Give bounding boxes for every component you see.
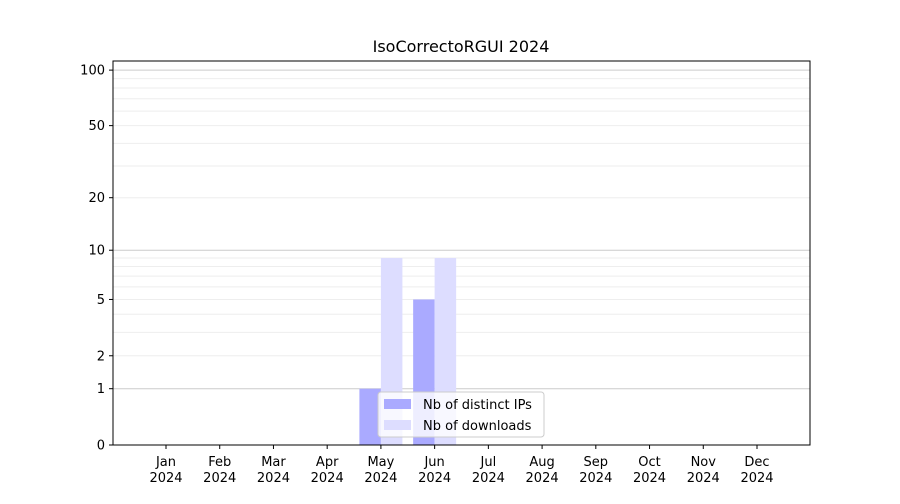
x-tick-label: Nov bbox=[691, 455, 717, 470]
x-tick-label-year: 2024 bbox=[687, 471, 720, 486]
legend-label: Nb of distinct IPs bbox=[423, 398, 532, 413]
legend-box bbox=[377, 391, 545, 438]
x-tick-label-year: 2024 bbox=[418, 471, 451, 486]
x-tick-label: Aug bbox=[529, 455, 554, 470]
y-tick-label: 100 bbox=[80, 64, 105, 79]
legend-swatch bbox=[384, 420, 411, 430]
y-tick-label: 1 bbox=[97, 382, 105, 397]
x-tick-label: Sep bbox=[584, 455, 609, 470]
x-tick-label-year: 2024 bbox=[203, 471, 236, 486]
chart-title: IsoCorrectoRGUI 2024 bbox=[373, 37, 550, 56]
x-tick-label-year: 2024 bbox=[472, 471, 505, 486]
x-tick-label: Jul bbox=[480, 455, 497, 470]
x-tick-label-year: 2024 bbox=[257, 471, 290, 486]
x-tick-label-year: 2024 bbox=[364, 471, 397, 486]
legend-swatch bbox=[384, 399, 411, 409]
x-tick-label: Mar bbox=[261, 455, 286, 470]
x-tick-label-year: 2024 bbox=[579, 471, 612, 486]
x-tick-label-year: 2024 bbox=[740, 471, 773, 486]
y-tick-label: 50 bbox=[88, 119, 105, 134]
x-tick-label-year: 2024 bbox=[633, 471, 666, 486]
x-tick-label-year: 2024 bbox=[526, 471, 559, 486]
x-tick-label: Jan bbox=[155, 455, 176, 470]
legend: Nb of distinct IPs Nb of downloads bbox=[377, 391, 545, 438]
y-tick-label: 0 bbox=[97, 439, 105, 454]
plot-frame bbox=[112, 60, 811, 446]
y-tick-label: 10 bbox=[88, 244, 105, 259]
x-tick-label: Dec bbox=[744, 455, 769, 470]
x-tick-label: Oct bbox=[638, 455, 660, 470]
x-tick-label-year: 2024 bbox=[149, 471, 182, 486]
x-tick-label: Feb bbox=[208, 455, 231, 470]
legend-label: Nb of downloads bbox=[423, 419, 532, 434]
y-tick-label: 2 bbox=[97, 349, 105, 364]
x-tick-label: May bbox=[367, 455, 394, 470]
x-tick-label-year: 2024 bbox=[311, 471, 344, 486]
x-tick-label: Apr bbox=[316, 455, 339, 470]
bar-distinct-ips bbox=[359, 388, 381, 445]
y-tick-label: 20 bbox=[88, 191, 105, 206]
x-tick-label: Jun bbox=[423, 455, 444, 470]
y-tick-label: 5 bbox=[97, 293, 105, 308]
